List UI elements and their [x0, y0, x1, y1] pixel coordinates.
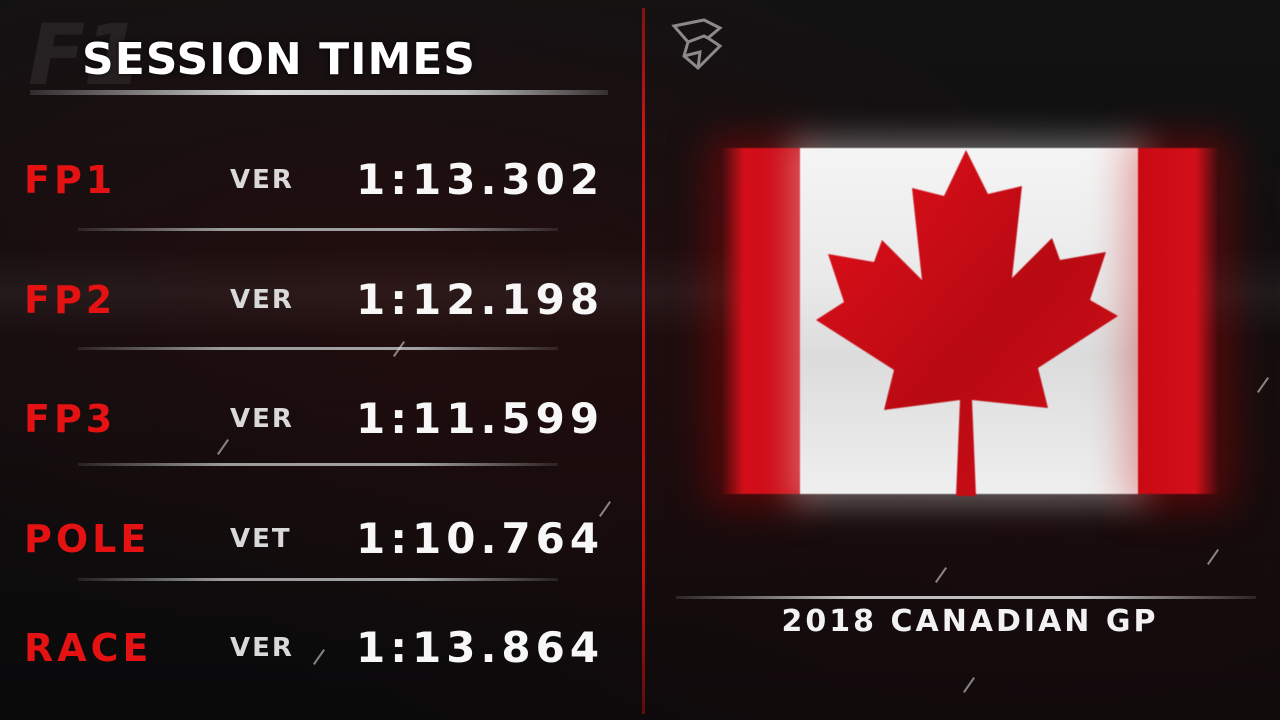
lap-time: 1:13.302: [356, 155, 605, 204]
flag-red-band-left: [720, 148, 800, 494]
session-row-pole: POLE VET 1:10.764: [0, 509, 640, 569]
session-name: RACE: [24, 626, 153, 670]
lap-time: 1:10.764: [356, 514, 605, 563]
vertical-divider: [642, 8, 645, 714]
session-row-fp3: FP3 VER 1:11.599: [0, 389, 640, 449]
driver-code: VER: [230, 404, 294, 434]
session-row-fp2: FP2 VER 1:12.198: [0, 270, 640, 330]
lap-time: 1:12.198: [356, 275, 605, 324]
driver-code: VER: [230, 165, 294, 195]
session-name: POLE: [24, 517, 151, 561]
row-separator: [78, 463, 558, 466]
row-separator: [78, 347, 558, 350]
driver-code: VER: [230, 633, 294, 663]
driver-code: VET: [230, 524, 292, 554]
page-title: SESSION TIMES: [82, 34, 476, 85]
session-name: FP3: [24, 397, 117, 441]
session-row-fp1: FP1 VER 1:13.302: [0, 150, 640, 210]
brand-logo-icon: [671, 18, 723, 71]
session-row-race: RACE VER 1:13.864: [0, 618, 640, 678]
event-label: 2018 CANADIAN GP: [781, 604, 1159, 639]
driver-code: VER: [230, 285, 294, 315]
lap-time: 1:13.864: [356, 623, 605, 672]
lap-time: 1:11.599: [356, 394, 605, 443]
event-underline: [676, 596, 1256, 599]
title-underline: [30, 90, 608, 95]
canada-flag-icon: [720, 148, 1220, 496]
watermark-logo: F1: [28, 6, 142, 104]
flag-red-band-right: [1138, 148, 1220, 494]
row-separator: [78, 228, 558, 231]
session-name: FP2: [24, 278, 117, 322]
maple-leaf-icon: [816, 150, 1118, 496]
session-name: FP1: [24, 158, 117, 202]
row-separator: [78, 578, 558, 581]
